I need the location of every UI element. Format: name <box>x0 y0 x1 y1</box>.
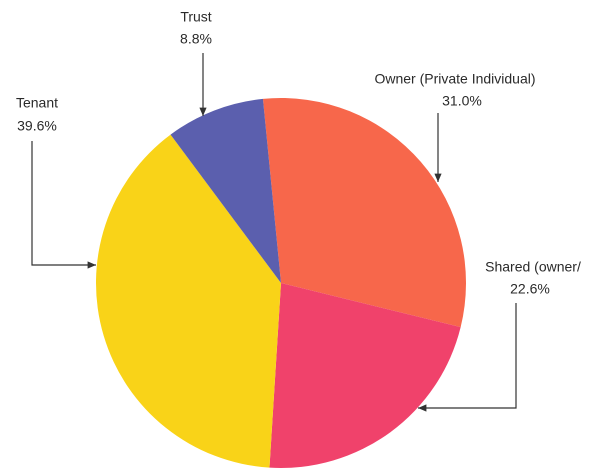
slice-value-label: 22.6% <box>510 281 550 297</box>
pie <box>95 98 466 468</box>
slice-value-label: 39.6% <box>17 118 57 134</box>
pie-slice <box>95 134 282 468</box>
slice-label: Tenant <box>16 95 58 111</box>
pie-slice <box>170 98 281 283</box>
slice-label: Trust <box>180 9 211 25</box>
slice-label: Shared (owner/ <box>485 259 581 275</box>
pie-slice <box>269 283 461 468</box>
slice-label: Owner (Private Individual) <box>374 71 535 87</box>
slice-value-label: 31.0% <box>442 93 482 109</box>
slice-value-label: 8.8% <box>180 31 212 47</box>
callout-arrow <box>418 303 517 412</box>
callout-arrow <box>31 141 96 269</box>
pie-slice <box>262 98 466 328</box>
